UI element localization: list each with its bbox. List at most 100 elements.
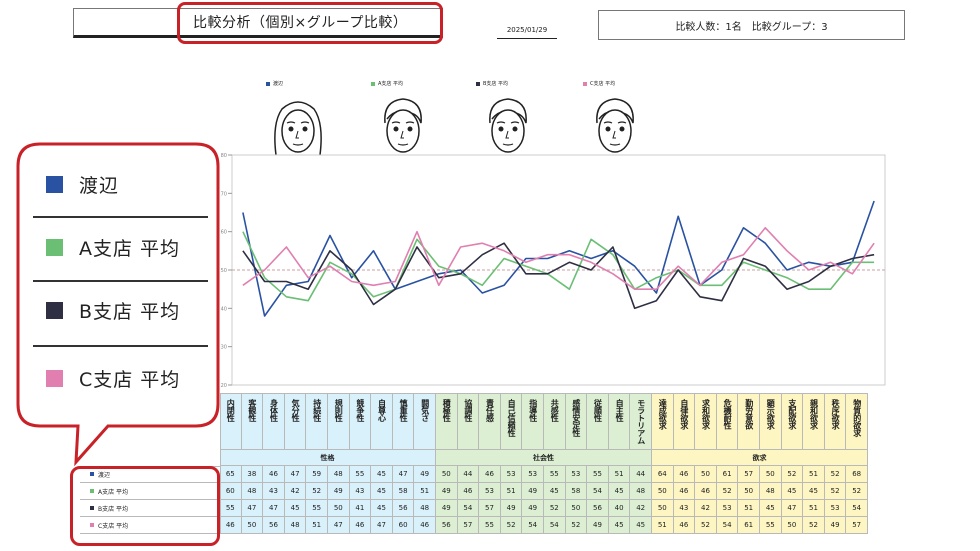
row-label-text: A支店 平均 bbox=[98, 488, 129, 496]
table-cell: 48 bbox=[284, 517, 307, 534]
mini-legend-swatch bbox=[266, 81, 270, 86]
table-cell: 52 bbox=[803, 517, 825, 534]
eyebrows bbox=[286, 121, 310, 124]
column-header: 規則性 bbox=[328, 393, 350, 450]
y-tick-label: 70 bbox=[221, 191, 227, 197]
person-male-icon bbox=[596, 98, 634, 153]
column-header: 勤労意欲 bbox=[738, 393, 760, 450]
row-label-swatch bbox=[90, 489, 94, 493]
mouth bbox=[397, 143, 409, 146]
table-cell: 56 bbox=[436, 517, 458, 534]
table-cell: 55 bbox=[479, 517, 501, 534]
column-header: 求和欲求 bbox=[695, 393, 717, 450]
table-cell: 45 bbox=[284, 500, 307, 517]
series-line bbox=[242, 242, 875, 310]
table-cell: 47 bbox=[263, 500, 285, 517]
column-header: 持続性 bbox=[306, 393, 328, 450]
column-header: 客観性 bbox=[241, 393, 264, 450]
table-cell: 46 bbox=[673, 483, 696, 500]
column-header: 積極性 bbox=[436, 393, 458, 450]
row-label-text: 渡辺 bbox=[98, 471, 111, 479]
table-cell: 48 bbox=[630, 483, 652, 500]
column-header: 支配欲求 bbox=[781, 393, 804, 450]
table-cell: 45 bbox=[781, 483, 804, 500]
column-header: 共感性 bbox=[544, 393, 566, 450]
column-header: 危機耐性 bbox=[716, 393, 739, 450]
table-cell: 46 bbox=[263, 466, 285, 483]
left-eye bbox=[605, 126, 611, 132]
table-cell: 56 bbox=[587, 500, 609, 517]
table-cell: 46 bbox=[220, 517, 242, 534]
table-cell: 54 bbox=[716, 517, 739, 534]
legend-swatch bbox=[46, 302, 63, 319]
y-tick-label: 30 bbox=[221, 345, 227, 351]
row-label-swatch bbox=[90, 523, 94, 527]
column-header: 自主性 bbox=[608, 393, 631, 450]
title-highlight bbox=[177, 2, 443, 44]
legend-item: 渡辺 bbox=[46, 171, 119, 198]
table-cell: 53 bbox=[500, 466, 523, 483]
table-cell: 53 bbox=[522, 466, 544, 483]
table-cell: 56 bbox=[263, 517, 285, 534]
column-header: 従順性 bbox=[587, 393, 609, 450]
table-cell: 51 bbox=[500, 483, 523, 500]
table-cell: 58 bbox=[392, 483, 415, 500]
table-cell: 64 bbox=[652, 466, 674, 483]
column-header: 指導性 bbox=[522, 393, 544, 450]
table-cell: 48 bbox=[328, 466, 350, 483]
table-cell: 43 bbox=[263, 483, 285, 500]
eyebrows bbox=[603, 121, 627, 124]
table-cell: 41 bbox=[349, 500, 372, 517]
table-cell: 51 bbox=[738, 500, 760, 517]
group-header: 欲求 bbox=[652, 450, 868, 466]
right-eye bbox=[512, 126, 518, 132]
face-legend-item: A支店 平均 bbox=[371, 80, 443, 161]
table-cell: 55 bbox=[306, 500, 328, 517]
table-cell: 61 bbox=[738, 517, 760, 534]
table-cell: 49 bbox=[436, 483, 458, 500]
table-cell: 58 bbox=[565, 483, 588, 500]
table-cell: 49 bbox=[436, 500, 458, 517]
legend-item: C支店 平均 bbox=[46, 365, 180, 392]
table-cell: 46 bbox=[457, 483, 480, 500]
mini-legend-swatch bbox=[476, 81, 480, 86]
row-label: 渡辺 bbox=[80, 466, 220, 483]
table-cell: 47 bbox=[328, 517, 350, 534]
table-cell: 49 bbox=[328, 483, 350, 500]
table-cell: 54 bbox=[522, 517, 544, 534]
table-cell: 52 bbox=[824, 466, 847, 483]
table-cell: 45 bbox=[630, 517, 652, 534]
table-left-border bbox=[220, 393, 221, 534]
table-cell: 46 bbox=[349, 517, 372, 534]
right-eye bbox=[407, 126, 413, 132]
table-cell: 53 bbox=[824, 500, 847, 517]
mouth bbox=[502, 143, 514, 146]
table-cell: 55 bbox=[220, 500, 242, 517]
mouth bbox=[292, 143, 304, 146]
person-male-icon bbox=[489, 98, 527, 153]
column-header: 責任感 bbox=[479, 393, 501, 450]
left-eye bbox=[288, 126, 294, 132]
hair-outline bbox=[274, 101, 322, 156]
table-cell: 52 bbox=[306, 483, 328, 500]
table-cell: 54 bbox=[846, 500, 868, 517]
group-header: 性格 bbox=[220, 450, 436, 466]
table-cell: 45 bbox=[760, 500, 782, 517]
face-legend-item: C支店 平均 bbox=[583, 80, 655, 161]
face-legend-item: B支店 平均 bbox=[476, 80, 548, 161]
table-cell: 45 bbox=[608, 517, 631, 534]
table-cell: 48 bbox=[241, 483, 264, 500]
table-cell: 44 bbox=[630, 466, 652, 483]
column-header: 物質的欲求 bbox=[846, 393, 868, 450]
column-header: モラトリアム bbox=[630, 393, 652, 450]
legend-item: B支店 平均 bbox=[46, 297, 180, 324]
table-cell: 43 bbox=[673, 500, 696, 517]
table-cell: 68 bbox=[846, 466, 868, 483]
column-header: 達成欲求 bbox=[652, 393, 674, 450]
table-cell: 42 bbox=[695, 500, 717, 517]
comparison-stats-text: 比較人数：1名 比較グループ：3 bbox=[675, 21, 828, 33]
mini-legend-entry: C支店 平均 bbox=[583, 80, 655, 87]
table-cell: 42 bbox=[630, 500, 652, 517]
column-header: 身体性 bbox=[263, 393, 285, 450]
table-cell: 50 bbox=[652, 500, 674, 517]
